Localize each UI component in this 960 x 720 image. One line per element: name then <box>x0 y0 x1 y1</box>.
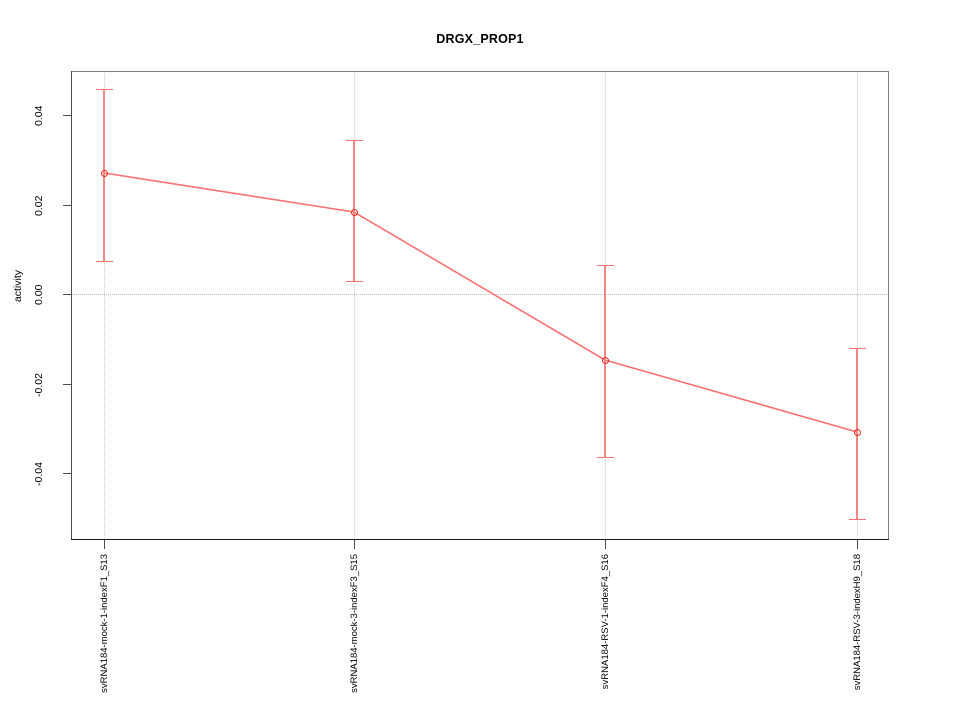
errorbar-cap-upper-4 <box>848 347 866 350</box>
x-axis-line <box>71 539 889 541</box>
x-tick-mark-1 <box>104 540 106 549</box>
y-tick-mark-1 <box>63 205 72 207</box>
x-tick-label-4: svRNA184-RSV-3-indexH9_S18 <box>852 554 863 691</box>
y-tick-mark-3 <box>63 384 72 386</box>
x-tick-label-1: svRNA184-mock-1-indexF1_S13 <box>99 554 110 693</box>
errorbar-cap-upper-3 <box>596 264 614 267</box>
x-tick-mark-4 <box>857 540 859 549</box>
y-tick-label-4: -0.04 <box>33 462 45 486</box>
y-tick-mark-2 <box>63 294 72 296</box>
y-tick-label-2: 0.00 <box>33 284 45 306</box>
x-tick-mark-2 <box>354 540 356 549</box>
y-axis-line <box>71 71 73 540</box>
errorbar-cap-lower-3 <box>596 456 614 459</box>
errorbar-cap-lower-4 <box>848 518 866 521</box>
data-point-1 <box>100 169 108 177</box>
gridline-vertical-4 <box>857 71 858 540</box>
y-axis-label: activity <box>12 270 24 303</box>
x-tick-label-2: svRNA184-mock-3-indexF3_S15 <box>349 554 360 693</box>
data-point-3 <box>601 356 609 364</box>
errorbar-cap-lower-1 <box>95 260 113 263</box>
chart-title: DRGX_PROP1 <box>436 32 524 46</box>
errorbar-cap-lower-2 <box>345 280 363 283</box>
x-tick-label-3: svRNA184-RSV-1-indexF4_S16 <box>600 554 611 690</box>
x-tick-mark-3 <box>605 540 607 549</box>
y-tick-label-0: 0.04 <box>33 105 45 127</box>
y-tick-label-1: 0.02 <box>33 195 45 217</box>
y-tick-mark-0 <box>63 115 72 117</box>
errorbar-cap-upper-2 <box>345 139 363 142</box>
errorbar-cap-upper-1 <box>95 88 113 91</box>
y-tick-mark-4 <box>63 473 72 475</box>
y-tick-label-3: -0.02 <box>33 373 45 397</box>
data-point-4 <box>853 428 861 436</box>
plot-frame <box>71 71 889 540</box>
data-point-2 <box>350 208 358 216</box>
